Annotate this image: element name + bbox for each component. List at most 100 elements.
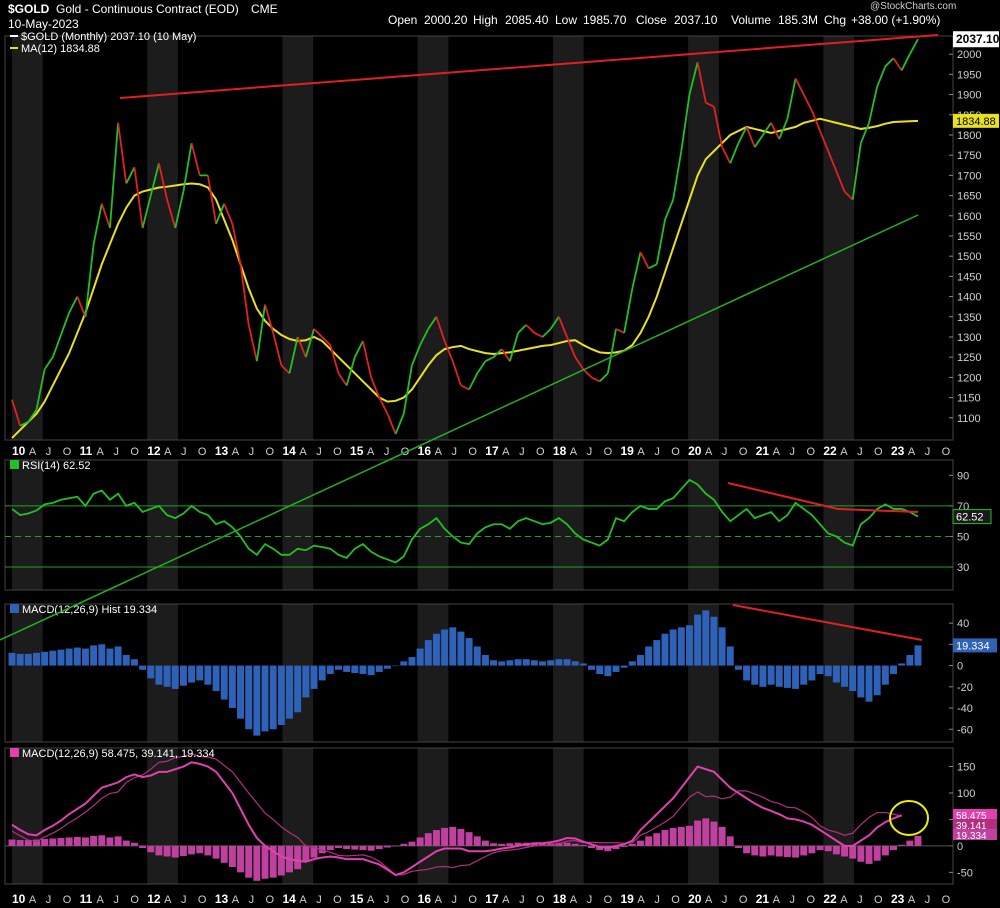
price-segment-down bbox=[11, 399, 22, 427]
hist-bar bbox=[857, 665, 865, 698]
macd-hist-bar bbox=[506, 843, 514, 846]
year-band bbox=[417, 460, 449, 590]
price-segment-down bbox=[443, 340, 454, 362]
macd-hist-bar bbox=[253, 845, 261, 881]
hist-bar bbox=[343, 665, 351, 672]
price-segment-up bbox=[541, 328, 552, 338]
macd-hist-bar bbox=[383, 845, 391, 848]
macd-hist-bar bbox=[212, 845, 220, 859]
x-year-label: 21 bbox=[756, 892, 770, 906]
hist-bar bbox=[906, 654, 914, 666]
macd-hist-bar bbox=[81, 837, 89, 846]
hist-bar bbox=[588, 665, 595, 670]
x-year-label: 19 bbox=[621, 892, 635, 906]
y-tick-label: 150 bbox=[957, 762, 975, 774]
hist-bar bbox=[563, 659, 571, 666]
macd-hist-bar bbox=[228, 845, 236, 868]
y-tick-label: 0 bbox=[957, 841, 963, 853]
hist-bar bbox=[571, 661, 579, 666]
rsi-divergence-line bbox=[727, 482, 839, 510]
macd-hist-bar bbox=[155, 845, 163, 856]
macd-hist-bar bbox=[8, 839, 16, 846]
hist-bar bbox=[16, 653, 24, 666]
macd-value-label: 19.334 bbox=[956, 831, 987, 842]
hist-bar bbox=[898, 663, 906, 666]
macd-hist-bar bbox=[449, 826, 457, 846]
macd-hist-bar bbox=[359, 845, 367, 851]
price-segment-up bbox=[599, 372, 609, 383]
hist-bar bbox=[873, 665, 881, 696]
macd-hist-bar bbox=[792, 845, 800, 858]
y-tick-label: 1150 bbox=[957, 393, 981, 405]
price-segment-up bbox=[909, 38, 919, 55]
close-label: Close bbox=[636, 13, 667, 27]
x-month-label: O bbox=[671, 894, 680, 906]
x-year-label: 23 bbox=[891, 892, 905, 906]
price-segment-down bbox=[892, 57, 903, 71]
x-month-label: O bbox=[130, 894, 139, 906]
hist-bar bbox=[808, 665, 816, 681]
x-year-label: 11 bbox=[80, 444, 93, 458]
macd-hist-bar bbox=[832, 845, 840, 855]
year-band bbox=[823, 36, 855, 440]
hist-bar bbox=[73, 647, 81, 666]
price-segment-up bbox=[664, 199, 674, 221]
x-month-label: J bbox=[790, 446, 796, 458]
hist-bar bbox=[171, 665, 179, 689]
x-month-label: A bbox=[773, 894, 781, 906]
x-month-label: A bbox=[705, 894, 713, 906]
y-tick-label: 1250 bbox=[957, 352, 981, 364]
ma12-line bbox=[11, 117, 919, 439]
x-month-label: O bbox=[739, 446, 748, 458]
x-month-label: J bbox=[790, 894, 796, 906]
x-month-label: O bbox=[536, 446, 545, 458]
x-year-label: 11 bbox=[80, 892, 93, 906]
x-month-label: J bbox=[857, 894, 863, 906]
hist-bar bbox=[792, 665, 800, 689]
rsi-divergence-line-2 bbox=[837, 508, 919, 513]
price-segment-up bbox=[868, 86, 879, 124]
hist-bar bbox=[710, 616, 718, 666]
hist-bar bbox=[555, 659, 563, 666]
x-month-label: A bbox=[164, 446, 172, 458]
price-segment-up bbox=[402, 365, 413, 414]
hist-bar bbox=[596, 665, 604, 675]
x-month-label: J bbox=[587, 446, 593, 458]
macd-hist-bar bbox=[816, 845, 824, 851]
price-segment-down bbox=[321, 336, 331, 346]
hist-bar bbox=[849, 665, 857, 692]
x-year-label: 12 bbox=[147, 892, 161, 906]
y-tick-label: 90 bbox=[957, 470, 969, 482]
macd-hist-bar bbox=[424, 833, 432, 846]
price-segment-up bbox=[19, 421, 29, 427]
y-tick-label: -50 bbox=[957, 867, 973, 879]
x-month-label: J bbox=[316, 446, 322, 458]
macd-hist-bar bbox=[677, 826, 685, 846]
price-segment-up bbox=[729, 142, 740, 164]
macd-hist-bar bbox=[163, 845, 171, 857]
volume-label: Volume bbox=[731, 13, 771, 27]
x-month-label: J bbox=[384, 894, 390, 906]
price-segment-up bbox=[655, 219, 666, 265]
y-tick-label: 30 bbox=[957, 562, 969, 574]
x-month-label: J bbox=[316, 894, 322, 906]
price-segment-down bbox=[362, 340, 373, 378]
macd-value-tag bbox=[953, 809, 997, 820]
signal-line bbox=[11, 753, 902, 876]
rsi-value-label: 62.52 bbox=[956, 512, 984, 524]
year-band bbox=[12, 748, 43, 884]
year-band bbox=[417, 604, 449, 742]
x-month-label: A bbox=[97, 446, 105, 458]
hist-bar bbox=[661, 633, 669, 666]
macd-hist-bar bbox=[408, 841, 416, 846]
price-segment-down bbox=[239, 264, 250, 325]
y-tick-label: 1600 bbox=[957, 211, 981, 223]
price-legend: $GOLD (Monthly) 2037.10 (10 May) MA(12) … bbox=[10, 31, 196, 55]
hist-bar bbox=[473, 646, 481, 666]
panel-border bbox=[4, 603, 954, 743]
macd-hist-bar bbox=[849, 845, 857, 859]
macd-hist-bar bbox=[596, 845, 604, 851]
y-tick-label: 1450 bbox=[957, 271, 981, 283]
macd-hist-bar bbox=[857, 845, 865, 862]
